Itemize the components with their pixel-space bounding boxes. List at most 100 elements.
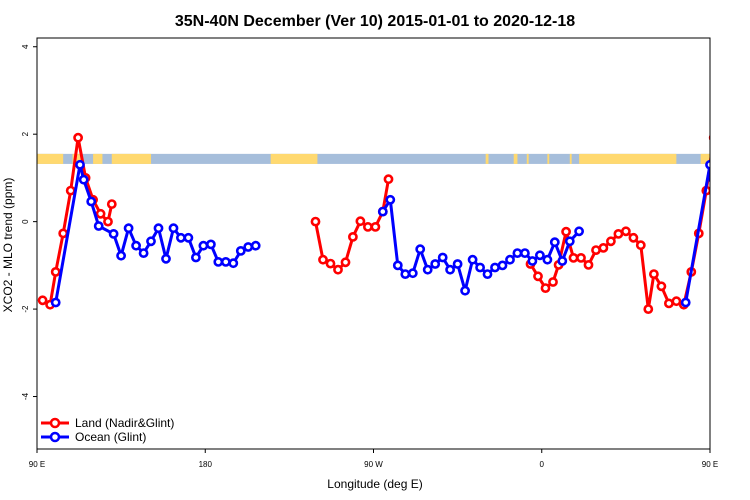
x-tick-label: 0: [540, 460, 545, 469]
data-point-ocean: [549, 237, 560, 248]
land-ocean-band: [37, 153, 710, 164]
data-point-land: [340, 257, 351, 268]
band-land-segment: [700, 153, 710, 164]
data-point-ocean: [574, 226, 584, 237]
y-axis-label: XCO2 - MLO trend (ppm): [1, 178, 15, 313]
data-point-ocean: [131, 240, 141, 251]
data-point-land: [656, 281, 667, 292]
band-land-segment: [579, 153, 677, 164]
y-tick-label: 0: [21, 219, 30, 224]
x-tick-label: 180: [199, 460, 213, 469]
data-point-ocean: [86, 196, 97, 207]
data-point-ocean: [445, 264, 455, 275]
data-point-land: [333, 264, 343, 275]
x-tick-label: 90 E: [702, 460, 718, 469]
data-point-land: [606, 236, 616, 247]
data-point-ocean: [437, 252, 448, 263]
data-point-ocean: [138, 248, 149, 258]
data-point-ocean: [400, 269, 411, 279]
data-point-ocean: [78, 174, 89, 185]
data-point-land: [318, 254, 328, 265]
data-point-ocean: [520, 248, 530, 258]
data-point-land: [649, 269, 659, 279]
data-point-ocean: [228, 258, 239, 269]
data-point-land: [355, 216, 366, 227]
data-point-ocean: [385, 194, 396, 205]
data-point-land: [635, 240, 646, 251]
data-point-land: [65, 185, 76, 196]
data-point-ocean: [564, 236, 575, 247]
data-point-ocean: [557, 256, 568, 266]
data-point-ocean: [482, 269, 493, 279]
data-point-ocean: [505, 254, 515, 265]
data-point-ocean: [527, 256, 538, 266]
data-point-land: [561, 226, 571, 237]
data-point-land: [671, 296, 682, 307]
data-point-ocean: [407, 268, 418, 279]
x-tick-label: 90 W: [364, 460, 383, 469]
data-point-ocean: [205, 239, 216, 250]
band-ocean-base: [37, 153, 710, 164]
data-point-ocean: [490, 262, 500, 273]
data-point-ocean: [392, 260, 403, 271]
band-land-segment: [270, 153, 318, 164]
data-point-land: [540, 283, 551, 293]
x-tick-label: 90 E: [29, 460, 45, 469]
legend-item-ocean: Ocean (Glint): [41, 430, 146, 444]
data-point-ocean: [213, 256, 224, 267]
data-point-ocean: [153, 223, 164, 234]
series-layer: [37, 132, 710, 314]
data-point-land: [583, 259, 594, 270]
y-tick-label: 2: [21, 131, 30, 136]
band-land-segment: [93, 153, 103, 164]
data-point-ocean: [161, 253, 171, 264]
legend-marker-land: [49, 417, 61, 429]
data-point-land: [103, 216, 113, 227]
data-point-ocean: [467, 254, 478, 265]
data-point-land: [325, 258, 336, 269]
data-point-land: [106, 199, 117, 209]
data-point-land: [576, 252, 586, 263]
data-point-ocean: [535, 250, 545, 261]
data-point-ocean: [190, 252, 201, 263]
data-point-land: [362, 221, 373, 232]
data-point-land: [664, 298, 674, 309]
data-point-land: [548, 277, 558, 287]
data-point-ocean: [430, 259, 441, 269]
data-point-land: [347, 231, 358, 242]
data-point-ocean: [168, 223, 179, 234]
data-point-ocean: [220, 256, 231, 267]
y-tick-label: 4: [21, 44, 30, 49]
data-point-ocean: [93, 221, 104, 231]
data-point-ocean: [422, 264, 433, 275]
data-point-land: [370, 221, 381, 232]
data-point-land: [643, 304, 654, 314]
y-tick-label: -2: [21, 305, 30, 313]
data-point-land: [73, 132, 83, 143]
data-point-ocean: [175, 232, 186, 243]
data-point-land: [568, 252, 579, 263]
legend-label-ocean: Ocean (Glint): [75, 430, 146, 444]
legend: Land (Nadir&Glint) Ocean (Glint): [41, 416, 174, 444]
band-land-segment: [37, 153, 64, 164]
band-land-segment: [485, 153, 489, 164]
data-point-land: [95, 208, 106, 219]
y-tick-label: -4: [21, 392, 30, 400]
data-point-land: [621, 226, 631, 237]
data-point-ocean: [460, 285, 470, 296]
data-point-ocean: [108, 228, 119, 239]
data-point-land: [50, 266, 61, 277]
data-point-ocean: [475, 262, 485, 273]
data-point-ocean: [243, 242, 254, 252]
data-point-ocean: [146, 236, 156, 247]
band-land-segment: [569, 153, 572, 164]
axes: 90 E 180 90 W 0 90 E 4 2 0 -2 -4: [21, 44, 718, 469]
data-point-ocean: [512, 248, 523, 258]
x-axis-label: Longitude (deg E): [327, 477, 422, 491]
band-land-segment: [547, 153, 550, 164]
data-point-ocean: [452, 259, 463, 269]
data-point-land: [383, 174, 394, 185]
legend-item-land: Land (Nadir&Glint): [41, 416, 174, 430]
chart-title: 35N-40N December (Ver 10) 2015-01-01 to …: [175, 13, 575, 30]
